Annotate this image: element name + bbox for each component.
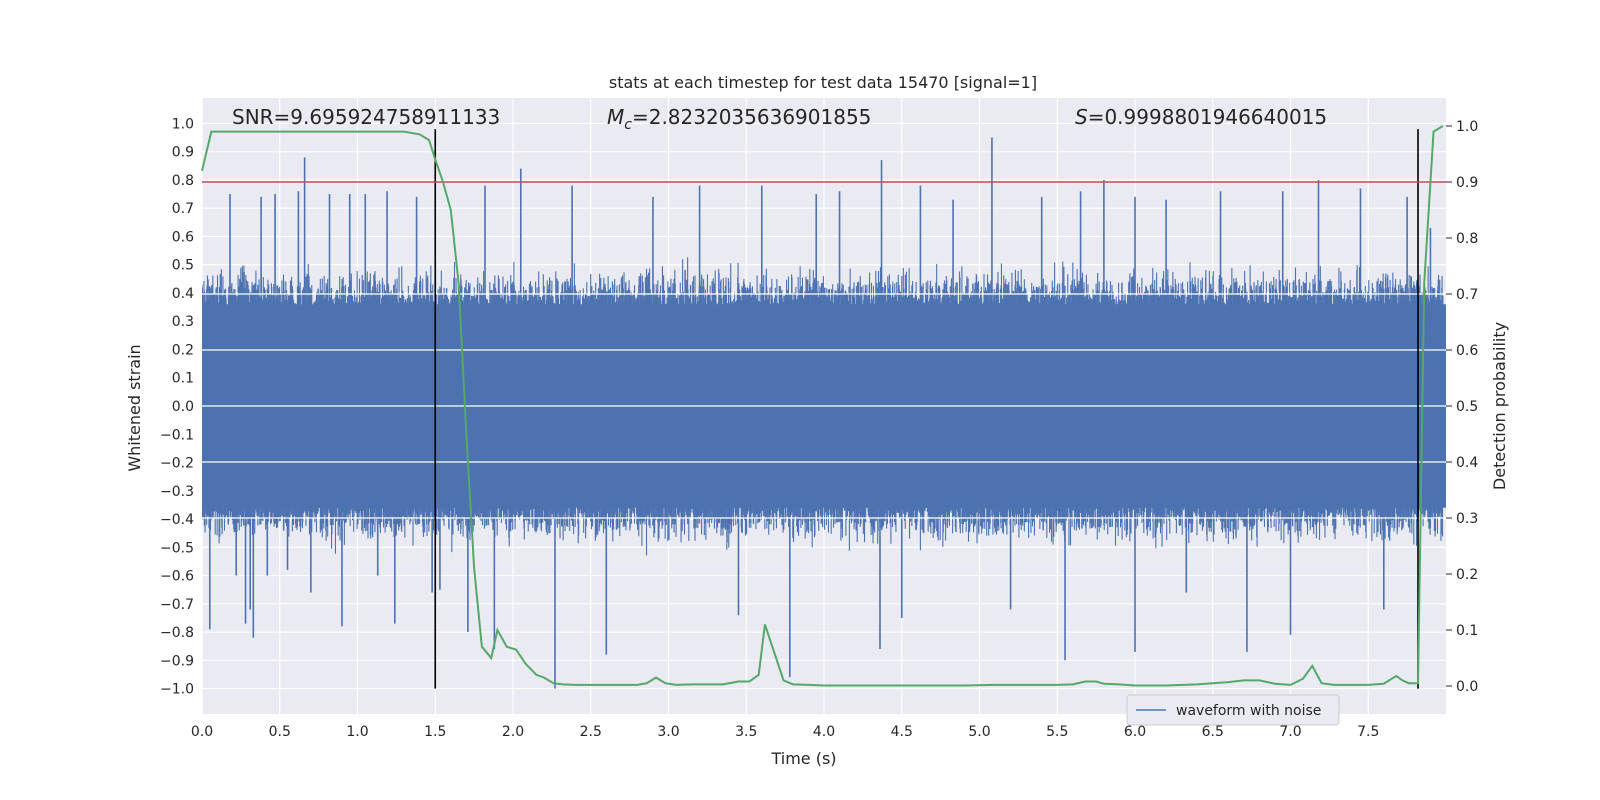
y-tick-label: 0.0	[172, 399, 194, 415]
y-tick-label: 0.8	[172, 173, 194, 189]
x-tick-label: 0.5	[269, 724, 291, 740]
y2-tick-label: 0.9	[1456, 175, 1478, 191]
y-tick-label: −0.9	[160, 653, 194, 669]
y2-tick-label: 0.1	[1456, 623, 1478, 639]
x-axis-ticks: 0.0 0.5 1.0 1.5 2.0 2.5 3.0 3.5 4.0 4.5 5.0 5.5 6.0 6…	[191, 724, 1380, 740]
x-tick-label: 7.0	[1279, 724, 1301, 740]
y2-tick-label: 1.0	[1456, 119, 1478, 135]
y-tick-label: −0.7	[160, 597, 194, 613]
noise-series	[202, 137, 1446, 689]
x-tick-label: 5.5	[1046, 724, 1068, 740]
x-tick-label: 6.5	[1202, 724, 1224, 740]
x-tick-label: 7.5	[1357, 724, 1379, 740]
y2-tick-label: 0.7	[1456, 287, 1478, 303]
y-tick-label: 0.9	[172, 145, 194, 161]
x-tick-label: 2.5	[580, 724, 602, 740]
y2-tick-label: 0.8	[1456, 231, 1478, 247]
x-tick-label: 0.0	[191, 724, 213, 740]
y2-tick-label: 0.3	[1456, 511, 1478, 527]
x-tick-label: 3.0	[657, 724, 679, 740]
y-tick-label: 0.4	[172, 286, 194, 302]
snr-annotation: SNR=9.695924758911133	[232, 105, 500, 129]
probability-line	[201, 125, 1444, 687]
y-tick-label: 1.0	[172, 116, 194, 132]
y-tick-label: 0.5	[172, 258, 194, 274]
y-tick-label: −0.3	[160, 484, 194, 500]
y-axis-ticks: 1.0 0.9 0.8 0.7 0.6 0.5 0.4 0.3 0.2 0.1 0.0 −0.1 −0.…	[160, 116, 194, 697]
chirp-mass-annotation: Mc=2.8232035636901855	[607, 105, 871, 133]
chart-title: stats at each timestep for test data 154…	[609, 73, 1037, 92]
y-tick-label: −0.5	[160, 540, 194, 556]
y-tick-label: −0.1	[160, 427, 194, 443]
y-tick-label: −0.2	[160, 456, 194, 472]
y2-tick-label: 0.5	[1456, 399, 1478, 415]
s-annotation: S=0.9998801946640015	[1075, 105, 1327, 129]
x-tick-label: 3.5	[735, 724, 757, 740]
s-symbol: S	[1075, 105, 1088, 129]
legend-box	[1126, 694, 1340, 726]
chirp-mass-subscript: c	[624, 117, 632, 133]
y-tick-label: 0.7	[172, 201, 194, 217]
y2-tick-label: 0.0	[1456, 679, 1478, 695]
y2-axis-ticks: 1.0 0.9 0.8 0.7 0.6 0.5 0.4 0.3 0.2 0.1 0.0	[1446, 119, 1478, 695]
y-tick-label: −0.6	[160, 569, 194, 585]
y-tick-label: −1.0	[160, 682, 194, 698]
probability-series	[201, 125, 1444, 687]
x-tick-label: 1.5	[424, 724, 446, 740]
y-tick-label: 0.1	[172, 371, 194, 387]
y2-tick-label: 0.2	[1456, 567, 1478, 583]
overlays	[202, 129, 1446, 689]
chirp-mass-value: =2.8232035636901855	[632, 105, 871, 129]
x-tick-label: 4.5	[891, 724, 913, 740]
y-tick-label: 0.2	[172, 342, 194, 358]
y-tick-label: 0.3	[172, 314, 194, 330]
y-tick-label: −0.8	[160, 625, 194, 641]
s-value: =0.9998801946640015	[1088, 105, 1327, 129]
chirp-mass-symbol: M	[607, 105, 624, 129]
x-axis-label: Time (s)	[770, 749, 836, 768]
y-tick-label: −0.4	[160, 512, 194, 528]
legend-label: waveform with noise	[1176, 703, 1321, 719]
legend: waveform with noise	[1126, 694, 1340, 726]
x-tick-label: 5.0	[968, 724, 990, 740]
x-tick-label: 6.0	[1124, 724, 1146, 740]
x-tick-label: 1.0	[346, 724, 368, 740]
y2-tick-label: 0.6	[1456, 343, 1478, 359]
x-tick-label: 2.0	[502, 724, 524, 740]
y2-tick-label: 0.4	[1456, 455, 1478, 471]
x-tick-label: 4.0	[813, 724, 835, 740]
y2-axis-label: Detection probability	[1490, 322, 1509, 490]
y-tick-label: 0.6	[172, 229, 194, 245]
y-axis-label: Whitened strain	[125, 344, 144, 471]
